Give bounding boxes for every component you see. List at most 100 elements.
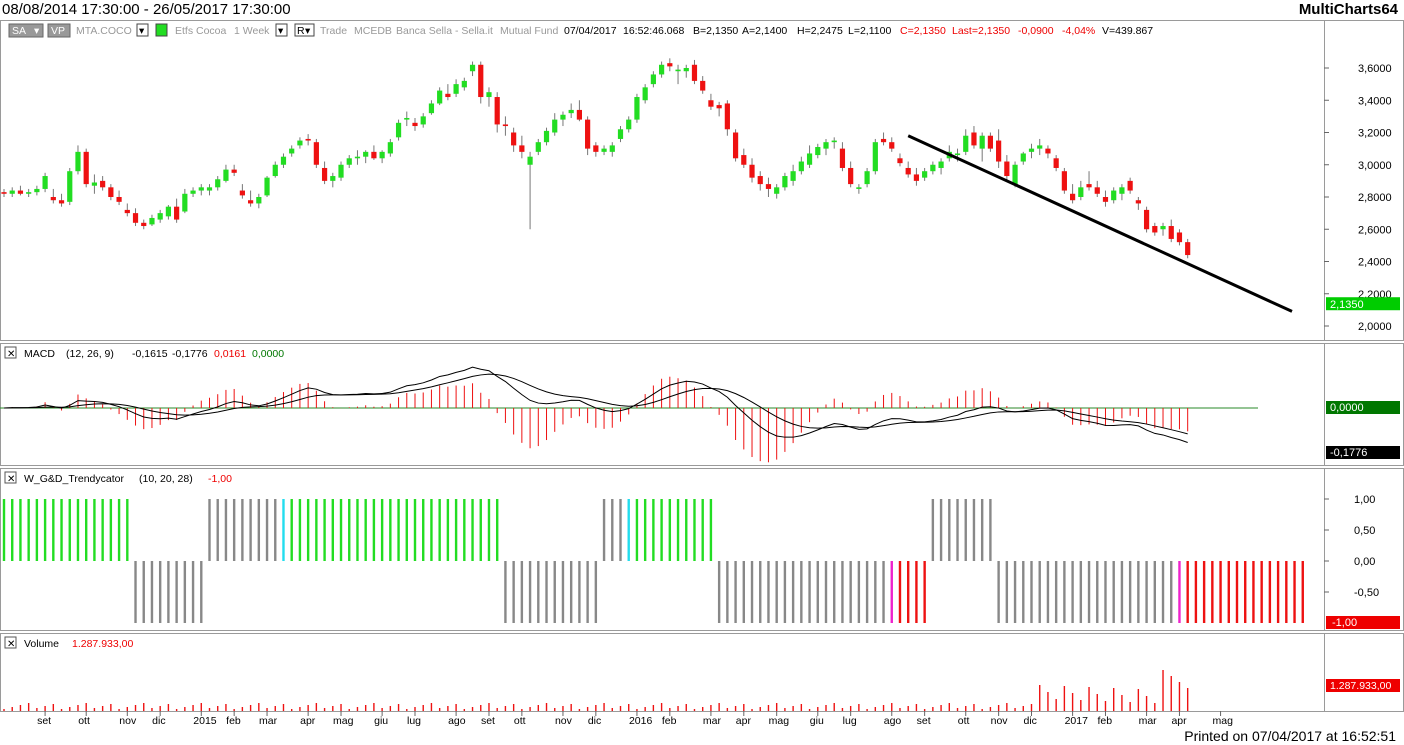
price-candle: [174, 198, 180, 223]
close-icon: ✕: [7, 639, 15, 650]
candle-body: [494, 97, 500, 125]
candle-body: [50, 197, 56, 201]
candle-body: [330, 176, 336, 181]
bid-label: B=2,1350: [693, 25, 738, 37]
price-candle: [741, 148, 747, 168]
candle-body: [905, 167, 911, 175]
macd-line: [3, 366, 1188, 443]
price-candle: [757, 171, 763, 191]
candle-body: [231, 169, 237, 173]
price-candle: [880, 132, 887, 146]
sa-dropdown-icon[interactable]: ▾: [34, 25, 40, 37]
trendycator-close-button[interactable]: [4, 471, 17, 484]
candle-body: [798, 161, 804, 172]
candle-body: [141, 222, 147, 227]
candle-body: [198, 187, 204, 191]
price-candle: [190, 187, 196, 197]
candle-body: [593, 145, 599, 152]
close-label: C=2,1350: [900, 25, 946, 37]
price-candle: [1160, 222, 1166, 236]
candle-body: [922, 171, 928, 178]
price-candle: [963, 129, 969, 156]
time-axis-label: giu: [810, 715, 824, 727]
price-y-tick-label: 3,6000: [1358, 63, 1392, 75]
candle-body: [34, 188, 40, 193]
sa-button[interactable]: [8, 23, 44, 38]
macd-zero-value: 0,0000: [1330, 402, 1364, 414]
price-candle: [576, 100, 582, 122]
series-color-swatch[interactable]: [155, 23, 168, 37]
candle-body: [930, 164, 936, 172]
date-range: 08/08/2014 17:30:00 - 26/05/2017 17:30:0…: [2, 1, 291, 18]
candle-body: [395, 122, 402, 138]
chevron-down-icon: ▾: [139, 25, 145, 37]
price-candle: [330, 172, 336, 188]
volume-close-button[interactable]: [4, 636, 17, 649]
price-candle: [790, 164, 796, 186]
candle-body: [675, 69, 681, 72]
vp-button[interactable]: [47, 23, 71, 38]
time-axis-label: set: [37, 715, 51, 727]
price-candle: [1111, 187, 1117, 204]
macd-value-3: 0,0161: [214, 348, 246, 360]
price-candle: [626, 116, 632, 133]
price-candle: [601, 145, 607, 156]
candle-body: [313, 142, 319, 165]
price-candle: [289, 145, 295, 157]
time-axis-label: feb: [662, 715, 677, 727]
price-candle: [502, 116, 509, 136]
macd-plot: [0, 366, 1258, 463]
volume-last-value: 1.287.933,00: [1330, 680, 1391, 692]
candle-body: [83, 151, 89, 185]
price-candle: [815, 143, 821, 159]
candle-body: [535, 142, 541, 152]
price-candle: [872, 138, 878, 175]
price-candle: [913, 167, 920, 186]
trendycator-y-tick-label: 0,00: [1354, 556, 1375, 568]
price-candle: [856, 184, 862, 194]
candle-body: [1061, 171, 1067, 191]
candle-body: [1037, 145, 1043, 149]
trendline[interactable]: [907, 134, 1293, 313]
price-candle: [1152, 222, 1158, 236]
time-axis-label: giu: [374, 715, 388, 727]
candle-body: [461, 80, 467, 88]
volume-value: 1.287.933,00: [72, 638, 133, 650]
price-candle: [486, 87, 492, 107]
price-candle: [839, 142, 846, 172]
macd-signal-tag: -0,1776: [1326, 446, 1400, 459]
interval-dropdown-button[interactable]: [275, 23, 288, 37]
candle-body: [420, 116, 426, 125]
symbol-dropdown-button[interactable]: [136, 23, 149, 37]
price-candle: [9, 187, 15, 197]
candle-body: [190, 190, 196, 194]
price-candle: [691, 59, 698, 85]
trendycator-bars: [2, 499, 1304, 623]
price-candle: [996, 129, 1002, 168]
price-candles: [1, 58, 1191, 259]
r-button[interactable]: [294, 23, 315, 37]
price-candle: [1143, 206, 1150, 233]
price-candle: [749, 158, 755, 183]
time-axis-label: ott: [514, 715, 526, 727]
candle-body: [576, 109, 582, 120]
price-candle: [116, 190, 122, 206]
candle-body: [264, 177, 270, 196]
price-candle: [864, 167, 870, 188]
price-candle: [642, 84, 648, 104]
price-candle: [461, 77, 467, 91]
price-candle: [165, 205, 171, 220]
candle-body: [1160, 226, 1166, 230]
source-label: Banca Sella - Sella.it: [396, 25, 493, 37]
candle-body: [1070, 193, 1076, 201]
price-candle: [469, 61, 476, 77]
price-y-tick-label: 3,4000: [1358, 95, 1392, 107]
candle-body: [954, 153, 961, 156]
candle-body: [75, 151, 81, 172]
candle-body: [1102, 197, 1109, 202]
candle-body: [864, 171, 870, 185]
price-candle: [1045, 145, 1051, 159]
candle-body: [782, 176, 788, 188]
macd-close-button[interactable]: [4, 346, 17, 359]
